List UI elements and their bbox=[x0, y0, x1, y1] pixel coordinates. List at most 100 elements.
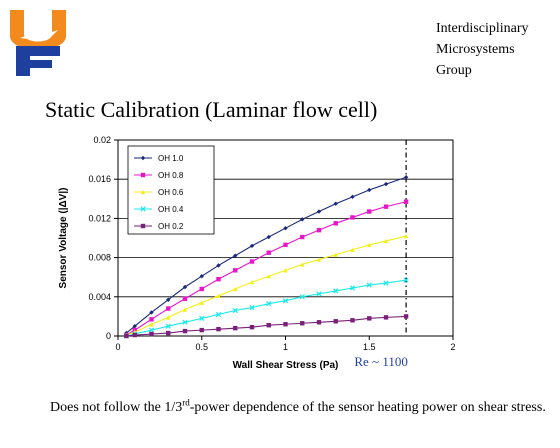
data-point bbox=[266, 250, 271, 255]
x-tick-label: 0 bbox=[115, 342, 120, 352]
university-logo bbox=[10, 10, 66, 76]
y-tick-label: 0.008 bbox=[88, 253, 111, 263]
data-point bbox=[149, 322, 154, 327]
data-point bbox=[283, 226, 288, 231]
data-point bbox=[182, 319, 188, 325]
data-point bbox=[249, 304, 255, 311]
data-point bbox=[300, 234, 305, 240]
series-line bbox=[126, 201, 407, 336]
data-point bbox=[266, 323, 271, 328]
data-point bbox=[403, 175, 409, 180]
data-point bbox=[283, 322, 288, 327]
data-point bbox=[166, 330, 171, 336]
series-line bbox=[126, 176, 407, 334]
x-tick-label: 1.5 bbox=[363, 342, 376, 352]
data-point bbox=[403, 199, 409, 204]
slide-footer-text: Does not follow the 1/3rd-power dependen… bbox=[50, 398, 550, 417]
data-point bbox=[216, 326, 221, 332]
data-point bbox=[249, 279, 255, 285]
legend-label: OH 0.6 bbox=[158, 188, 184, 197]
legend-label: OH 0.8 bbox=[158, 171, 184, 180]
data-point bbox=[300, 217, 305, 222]
data-point bbox=[266, 234, 271, 240]
data-point bbox=[283, 242, 288, 248]
data-point bbox=[216, 263, 221, 268]
y-axis-label: Sensor Voltage (|ΔV|) bbox=[58, 188, 69, 289]
data-point bbox=[316, 209, 322, 214]
data-point bbox=[333, 288, 339, 294]
legend-swatch-marker bbox=[140, 155, 146, 161]
y-tick-label: 0.004 bbox=[88, 292, 111, 302]
data-point bbox=[266, 301, 272, 307]
data-point bbox=[333, 201, 338, 206]
data-point bbox=[132, 332, 137, 338]
x-tick-label: 0.5 bbox=[195, 342, 208, 352]
data-point bbox=[199, 274, 204, 279]
logo-orange-u bbox=[10, 10, 66, 50]
x-axis-label: Wall Shear Stress (Pa) bbox=[233, 360, 339, 371]
data-point bbox=[350, 194, 355, 200]
data-point bbox=[216, 293, 221, 299]
data-point bbox=[383, 204, 389, 209]
data-point bbox=[233, 286, 238, 292]
data-point bbox=[266, 274, 271, 279]
data-point bbox=[283, 268, 288, 273]
data-point bbox=[333, 252, 338, 257]
data-point bbox=[249, 324, 255, 330]
data-point bbox=[182, 296, 188, 301]
legend-swatch-marker bbox=[140, 172, 146, 178]
legend-label: OH 0.2 bbox=[158, 222, 184, 231]
data-point bbox=[367, 187, 372, 193]
y-tick-label: 0.02 bbox=[93, 135, 111, 145]
data-point bbox=[249, 243, 255, 249]
data-point bbox=[299, 294, 305, 300]
data-point bbox=[124, 333, 129, 339]
logo-gator-silhouette bbox=[20, 30, 58, 40]
data-point bbox=[182, 307, 188, 312]
reference-line-label: Re ~ 1100 bbox=[354, 354, 408, 369]
data-point bbox=[199, 300, 204, 305]
footer-text-start: Does not follow the 1/3 bbox=[50, 400, 183, 415]
data-point bbox=[249, 259, 255, 264]
logo-blue-f bbox=[16, 46, 60, 76]
data-point bbox=[215, 311, 222, 318]
legend-label: OH 0.4 bbox=[158, 205, 184, 214]
legend-label: OH 1.0 bbox=[158, 154, 184, 163]
data-point bbox=[316, 227, 322, 233]
legend-swatch-marker bbox=[140, 189, 146, 195]
data-point bbox=[166, 306, 171, 311]
data-point bbox=[233, 253, 238, 258]
data-point bbox=[403, 314, 409, 319]
data-point bbox=[182, 284, 188, 290]
data-point bbox=[316, 291, 322, 297]
data-point bbox=[182, 328, 188, 334]
data-point bbox=[383, 181, 389, 187]
data-point bbox=[149, 310, 154, 315]
data-point bbox=[367, 209, 372, 214]
data-point bbox=[199, 327, 204, 333]
group-name-line-3: Group bbox=[436, 63, 472, 78]
group-name: Interdisciplinary Microsystems Group bbox=[436, 18, 554, 81]
data-point bbox=[367, 316, 372, 321]
data-point bbox=[149, 317, 154, 322]
data-point bbox=[316, 320, 322, 325]
data-point bbox=[216, 276, 221, 282]
data-point bbox=[232, 307, 238, 314]
data-point bbox=[199, 315, 205, 321]
legend-swatch-marker bbox=[140, 223, 146, 229]
legend-box bbox=[127, 145, 215, 235]
data-point bbox=[403, 233, 409, 239]
data-point bbox=[350, 215, 355, 220]
data-point bbox=[333, 221, 338, 226]
legend-swatch-marker bbox=[140, 206, 146, 212]
series-line bbox=[126, 315, 407, 337]
data-point bbox=[199, 286, 204, 292]
data-point bbox=[367, 242, 372, 248]
data-point bbox=[349, 285, 356, 291]
data-point bbox=[148, 327, 155, 333]
y-tick-label: 0.012 bbox=[88, 213, 111, 223]
data-point bbox=[333, 319, 338, 324]
x-tick-label: 1 bbox=[283, 342, 288, 352]
data-point bbox=[383, 280, 389, 286]
data-point bbox=[282, 298, 289, 304]
